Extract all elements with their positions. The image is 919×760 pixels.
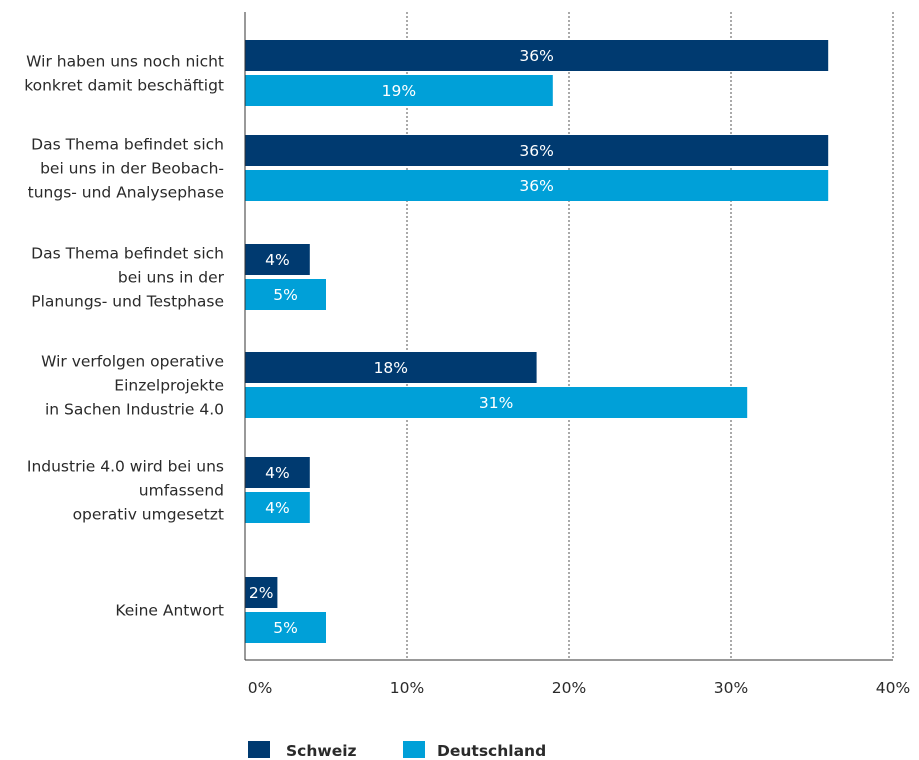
legend-label-schweiz: Schweiz <box>286 742 357 760</box>
bar-label-schweiz-0: 36% <box>519 47 553 65</box>
legend-swatch-deutschland <box>403 741 425 758</box>
legend-swatch-schweiz <box>248 741 270 758</box>
legend-label-deutschland: Deutschland <box>437 742 546 760</box>
bar-schweiz-2 <box>245 244 310 275</box>
bar-label-deutschland-4: 4% <box>265 499 290 517</box>
x-tick-label-40: 40% <box>876 679 910 697</box>
category-label-3-line-2: in Sachen Industrie 4.0 <box>45 401 224 419</box>
x-tick-label-20: 20% <box>552 679 586 697</box>
bar-schweiz-0 <box>245 40 829 71</box>
bar-deutschland-1 <box>245 170 829 201</box>
x-tick-label-10: 10% <box>390 679 424 697</box>
category-labels: Wir haben uns noch nicht konkret damit be… <box>24 53 224 620</box>
x-tick-labels: 0% 10% 20% 30% 40% <box>248 679 911 697</box>
category-label-1-line-2: tungs- und Analysephase <box>28 184 224 202</box>
bar-label-deutschland-1: 36% <box>519 177 553 195</box>
x-tick-label-30: 30% <box>714 679 748 697</box>
category-label-1-line-0: Das Thema befindet sich <box>31 136 224 154</box>
bars <box>245 40 829 643</box>
category-label-2-line-0: Das Thema befindet sich <box>31 245 224 263</box>
bar-label-deutschland-5: 5% <box>273 619 298 637</box>
bar-label-deutschland-3: 31% <box>479 394 513 412</box>
category-label-4-line-2: operativ umgesetzt <box>73 506 224 524</box>
x-tick-label-0: 0% <box>248 679 273 697</box>
bar-deutschland-3 <box>245 387 748 418</box>
bar-schweiz-5 <box>245 577 278 608</box>
bar-deutschland-2 <box>245 279 326 310</box>
category-label-2-line-1: bei uns in der <box>118 269 225 287</box>
category-label-3-line-0: Wir verfolgen operative <box>41 353 224 371</box>
axes <box>244 12 893 661</box>
bar-label-schweiz-1: 36% <box>519 142 553 160</box>
category-label-0-line-1: konkret damit beschäftigt <box>24 77 224 95</box>
category-label-4-line-0: Industrie 4.0 wird bei uns <box>27 458 224 476</box>
bar-label-schweiz-5: 2% <box>249 584 274 602</box>
category-label-0-line-0: Wir haben uns noch nicht <box>26 53 224 71</box>
bar-schweiz-3 <box>245 352 537 383</box>
bar-deutschland-5 <box>245 612 326 643</box>
bar-value-labels: 36% 36% 4% 18% 4% 2% 19% 36% 5% 31% 4% 5% <box>249 47 554 637</box>
bar-label-schweiz-2: 4% <box>265 251 290 269</box>
bar-label-deutschland-2: 5% <box>273 286 298 304</box>
bar-schweiz-4 <box>245 457 310 488</box>
bar-label-schweiz-3: 18% <box>374 359 408 377</box>
bar-deutschland-0 <box>245 75 553 106</box>
bar-deutschland-4 <box>245 492 310 523</box>
bar-schweiz-1 <box>245 135 829 166</box>
bar-label-schweiz-4: 4% <box>265 464 290 482</box>
bar-label-deutschland-0: 19% <box>382 82 416 100</box>
category-label-2-line-2: Planungs- und Testphase <box>31 293 224 311</box>
category-label-5-line-0: Keine Antwort <box>115 602 224 620</box>
category-label-3-line-1: Einzelprojekte <box>114 377 224 395</box>
gridlines <box>406 12 894 660</box>
category-label-1-line-1: bei uns in der Beobach- <box>40 160 224 178</box>
legend: Schweiz Deutschland <box>248 741 546 760</box>
category-label-4-line-1: umfassend <box>139 482 224 500</box>
